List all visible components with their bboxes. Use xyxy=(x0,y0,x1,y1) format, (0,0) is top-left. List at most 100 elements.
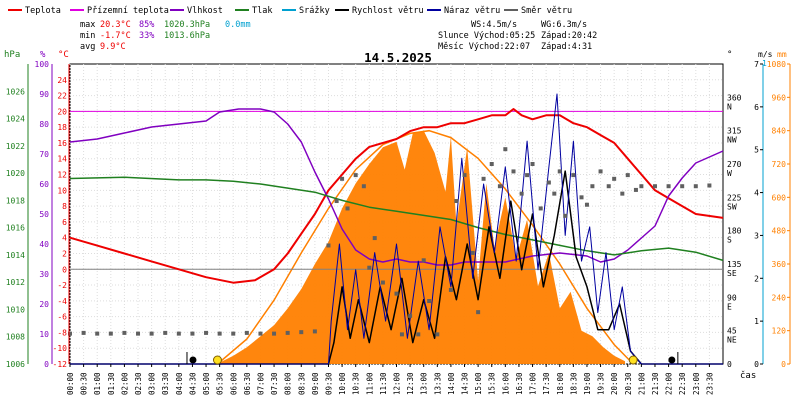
wind-direction-point xyxy=(606,184,611,189)
x-tick-label: 16:00 xyxy=(501,372,510,395)
solar-radiation-fill xyxy=(219,130,626,364)
legend-label: Tlak xyxy=(252,6,272,16)
legend: Teplota Přízemní teplota Vlhkost Tlak Srážky… xyxy=(8,6,572,16)
ms-tick-label: 4 xyxy=(754,189,759,198)
hpa-tick-label: 1008 xyxy=(6,333,25,342)
hpa-tick-label: 1016 xyxy=(6,224,25,233)
series-line-teplota xyxy=(69,108,724,284)
stats-sun: Slunce Východ:05:25 xyxy=(438,31,535,41)
wind-direction-point xyxy=(519,191,524,196)
x-tick-label: 19:30 xyxy=(597,372,606,395)
x-tick-label: 07:00 xyxy=(256,372,265,395)
celsius-tick-label: 22 xyxy=(57,92,67,101)
wind-direction-point xyxy=(272,331,277,336)
wind-direction-point xyxy=(454,199,459,204)
direction-tick-label: 0 xyxy=(727,360,732,369)
ms-tick-label: 5 xyxy=(754,146,759,155)
direction-compass-label: NW xyxy=(727,136,737,145)
moonset-icon xyxy=(189,356,197,364)
x-tick-label: 02:30 xyxy=(134,372,143,395)
x-tick-label: 00:00 xyxy=(66,372,75,395)
celsius-tick-label: 16 xyxy=(57,139,67,148)
wind-direction-point xyxy=(563,213,568,218)
x-tick-label: 12:30 xyxy=(406,372,415,395)
wind-direction-point xyxy=(481,176,486,181)
percent-axis-label: % xyxy=(40,50,46,60)
x-tick-label: 22:00 xyxy=(665,372,674,395)
wind-direction-point xyxy=(217,331,222,336)
wind-direction-point xyxy=(394,291,399,296)
x-tick-label: 09:00 xyxy=(311,372,320,395)
wind-direction-point xyxy=(68,331,72,336)
wind-direction-point xyxy=(538,206,543,211)
wind-direction-point xyxy=(557,169,562,174)
celsius-tick-label: 20 xyxy=(57,107,67,116)
celsius-axis-label: °C xyxy=(58,50,69,60)
x-tick-label: 15:30 xyxy=(488,372,497,395)
wind-direction-point xyxy=(334,199,339,204)
direction-tick-label: 315 xyxy=(727,127,742,136)
wind-direction-point xyxy=(476,310,481,315)
legend-label: Srážky xyxy=(299,6,330,16)
x-tick-label: 20:00 xyxy=(610,372,619,395)
x-tick-label: 15:00 xyxy=(474,372,483,395)
wind-direction-point xyxy=(590,184,595,189)
celsius-tick-label: -12 xyxy=(53,360,68,369)
series-line-vlhkost xyxy=(69,108,724,266)
ms-tick-label: 6 xyxy=(754,103,759,112)
hpa-tick-label: 1018 xyxy=(6,196,25,205)
celsius-tick-label: 4 xyxy=(62,234,67,243)
stats-max-temp: 20.3°C xyxy=(100,20,131,30)
wind-direction-point xyxy=(435,332,440,337)
stats-max-hum: 85% xyxy=(139,20,154,30)
wind-direction-point xyxy=(462,173,467,178)
percent-tick-label: 80 xyxy=(39,120,49,129)
wind-direction-point xyxy=(448,287,453,292)
stats-max-press: 1020.3hPa xyxy=(164,20,210,30)
legend-label: Vlhkost xyxy=(187,6,223,16)
stats-avg-label: avg xyxy=(80,42,95,52)
celsius-tick-label: 6 xyxy=(62,218,67,227)
mm-tick-label: 480 xyxy=(772,227,787,236)
x-tick-label: 03:00 xyxy=(148,372,157,395)
wind-direction-point xyxy=(190,331,195,336)
wind-direction-point xyxy=(176,331,181,336)
wind-direction-point xyxy=(666,184,671,189)
stats-min-label: min xyxy=(80,31,95,41)
x-tick-label: 14:30 xyxy=(461,372,470,395)
direction-compass-label: E xyxy=(727,302,732,311)
percent-tick-label: 60 xyxy=(39,180,49,189)
x-tick-label: 10:30 xyxy=(352,372,361,395)
wind-direction-point xyxy=(299,330,304,335)
series-line-tlak xyxy=(69,176,724,262)
wind-direction-point xyxy=(95,331,100,336)
mm-tick-label: 0 xyxy=(781,360,786,369)
direction-tick-label: 270 xyxy=(727,160,742,169)
x-tick-label: 21:30 xyxy=(651,372,660,395)
x-tick-label: 06:30 xyxy=(243,372,252,395)
sunset-icon xyxy=(628,355,638,365)
x-tick-label: 07:30 xyxy=(270,372,279,395)
celsius-tick-label: 0 xyxy=(62,265,67,274)
direction-compass-label: W xyxy=(727,169,732,178)
mm-tick-label: 120 xyxy=(772,327,787,336)
wind-direction-point xyxy=(625,173,630,178)
wind-direction-point xyxy=(633,187,638,192)
legend-label: Směr větru xyxy=(521,6,572,16)
legend-label: Náraz větru xyxy=(444,6,500,16)
wind-direction-point xyxy=(380,280,385,285)
mm-tick-label: 360 xyxy=(772,260,787,269)
wind-direction-point xyxy=(511,169,516,174)
wind-direction-point xyxy=(427,299,432,304)
direction-tick-label: 360 xyxy=(727,93,742,102)
celsius-tick-label: 10 xyxy=(57,186,67,195)
wind-direction-point xyxy=(620,191,625,196)
wind-direction-point xyxy=(340,176,345,181)
wind-direction-point xyxy=(652,184,657,189)
stats-max-label: max xyxy=(80,20,95,30)
x-tick-label: 20:30 xyxy=(624,372,633,395)
hpa-tick-label: 1010 xyxy=(6,305,25,314)
stats-avg-temp: 9.9°C xyxy=(100,42,126,52)
hpa-tick-label: 1022 xyxy=(6,142,25,151)
stats-wind-gust: WG:6.3m/s xyxy=(541,20,587,30)
